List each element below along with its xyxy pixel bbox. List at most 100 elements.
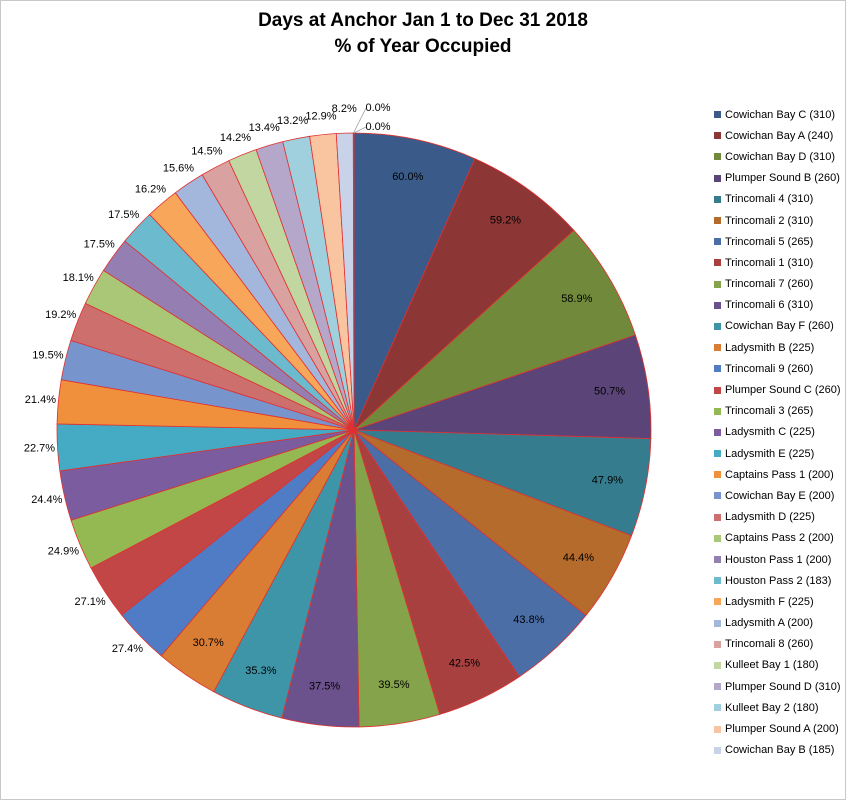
data-label: 22.7% (24, 443, 55, 455)
legend-label: Trincomali 6 (310) (725, 299, 814, 312)
legend-item: Ladysmith F (225) (714, 591, 844, 612)
legend-label: Cowichan Bay F (260) (725, 320, 834, 333)
data-label: 37.5% (309, 681, 340, 693)
data-label: 60.0% (392, 171, 423, 183)
legend-swatch (714, 513, 721, 521)
data-label: 16.2% (135, 183, 166, 195)
data-label: 12.9% (305, 111, 336, 123)
legend-item: Houston Pass 1 (200) (714, 549, 844, 570)
legend-swatch (714, 132, 721, 140)
data-label: 24.9% (48, 545, 79, 557)
legend-item: Plumper Sound B (260) (714, 168, 844, 189)
legend-swatch (714, 259, 721, 267)
legend-item: Trincomali 9 (260) (714, 358, 844, 379)
legend-item: Cowichan Bay E (200) (714, 485, 844, 506)
legend-swatch (714, 471, 721, 479)
legend-item: Cowichan Bay C (310) (714, 104, 844, 125)
data-label: 13.2% (277, 115, 308, 127)
data-label: 14.5% (191, 145, 222, 157)
legend-label: Trincomali 7 (260) (725, 278, 814, 291)
legend-label: Captains Pass 2 (200) (725, 532, 834, 545)
legend-label: Trincomali 3 (265) (725, 405, 814, 418)
legend-swatch (714, 386, 721, 394)
legend-item: Trincomali 4 (310) (714, 189, 844, 210)
legend-item: Houston Pass 2 (183) (714, 570, 844, 591)
legend-label: Cowichan Bay C (310) (725, 108, 836, 121)
legend-item: Kulleet Bay 1 (180) (714, 655, 844, 676)
legend-swatch (714, 556, 721, 564)
legend-item: Ladysmith A (200) (714, 613, 844, 634)
chart-title-block: Days at Anchor Jan 1 to Dec 31 2018 % of… (0, 8, 846, 60)
leader-line (353, 107, 367, 134)
legend-swatch (714, 407, 721, 415)
legend-swatch (714, 683, 721, 691)
legend-item: Trincomali 6 (310) (714, 295, 844, 316)
legend-item: Trincomali 8 (260) (714, 634, 844, 655)
legend-label: Cowichan Bay D (310) (725, 150, 836, 163)
legend-swatch (714, 174, 721, 182)
legend-label: Cowichan Bay E (200) (725, 489, 835, 502)
data-label: 39.5% (378, 679, 409, 691)
legend-label: Ladysmith B (225) (725, 341, 815, 354)
data-label: 42.5% (449, 658, 480, 670)
legend-item: Cowichan Bay A (240) (714, 125, 844, 146)
pie-slice (353, 158, 575, 431)
legend-swatch (714, 704, 721, 712)
data-label: 27.1% (74, 596, 105, 608)
legend-label: Trincomali 1 (310) (725, 256, 814, 269)
data-label: 18.1% (63, 272, 94, 284)
legend-item: Trincomali 7 (260) (714, 274, 844, 295)
legend-label: Trincomali 4 (310) (725, 193, 814, 206)
legend-item: Ladysmith E (225) (714, 443, 844, 464)
legend-swatch (714, 661, 721, 669)
legend-swatch (714, 577, 721, 585)
legend-label: Plumper Sound C (260) (725, 384, 841, 397)
data-label: 58.9% (561, 293, 592, 305)
legend-swatch (714, 153, 721, 161)
legend-label: Plumper Sound B (260) (725, 172, 840, 185)
legend-item: Trincomali 1 (310) (714, 252, 844, 273)
data-label: 47.9% (592, 474, 623, 486)
legend-label: Ladysmith A (200) (725, 617, 814, 630)
legend-label: Kulleet Bay 2 (180) (725, 701, 819, 714)
legend-swatch (714, 238, 721, 246)
data-label: 13.4% (249, 122, 280, 134)
legend-swatch (714, 534, 721, 542)
legend-label: Houston Pass 1 (200) (725, 553, 832, 566)
legend-label: Trincomali 8 (260) (725, 638, 814, 651)
legend-label: Trincomali 9 (260) (725, 362, 814, 375)
legend-label: Ladysmith C (225) (725, 426, 815, 439)
pie-slice (353, 132, 476, 431)
legend-swatch (714, 217, 721, 225)
pie-slice (353, 229, 636, 431)
legend-swatch (714, 492, 721, 500)
legend-item: Ladysmith C (225) (714, 422, 844, 443)
legend-swatch (714, 344, 721, 352)
data-label: 19.5% (32, 350, 63, 362)
legend-swatch (714, 450, 721, 458)
data-label: 17.5% (84, 239, 115, 251)
data-label: 8.2% (332, 103, 357, 115)
data-label: 59.2% (490, 215, 521, 227)
legend-item: Ladysmith D (225) (714, 507, 844, 528)
legend-swatch (714, 640, 721, 648)
legend-item: Plumper Sound C (260) (714, 379, 844, 400)
legend-swatch (714, 428, 721, 436)
legend-swatch (714, 280, 721, 288)
legend-item: Ladysmith B (225) (714, 337, 844, 358)
data-label: 0.0% (365, 102, 390, 114)
legend-label: Plumper Sound A (200) (725, 723, 839, 736)
legend-swatch (714, 365, 721, 373)
leader-line (353, 126, 367, 134)
legend-item: Kulleet Bay 2 (180) (714, 697, 844, 718)
legend-swatch (714, 195, 721, 203)
chart-legend: Cowichan Bay C (310) Cowichan Bay A (240)… (714, 104, 844, 761)
chart-subtitle: % of Year Occupied (334, 36, 512, 57)
legend-label: Cowichan Bay B (185) (725, 744, 835, 757)
legend-item: Trincomali 5 (265) (714, 231, 844, 252)
legend-label: Houston Pass 2 (183) (725, 574, 832, 587)
data-label: 44.4% (563, 552, 594, 564)
legend-item: Trincomali 2 (310) (714, 210, 844, 231)
chart-title: Days at Anchor Jan 1 to Dec 31 2018 (258, 10, 588, 31)
